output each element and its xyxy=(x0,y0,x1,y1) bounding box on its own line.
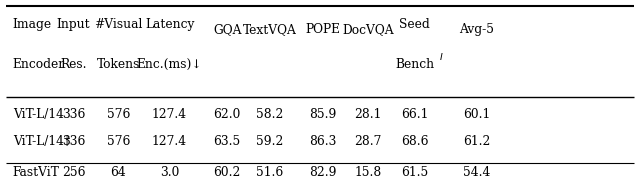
Text: 62.0: 62.0 xyxy=(214,108,241,121)
Text: Res.: Res. xyxy=(60,58,87,71)
Text: Image: Image xyxy=(13,18,52,31)
Text: 60.1: 60.1 xyxy=(463,108,490,121)
Text: GQA: GQA xyxy=(213,23,241,36)
Text: 336: 336 xyxy=(62,108,85,121)
Text: 127.4: 127.4 xyxy=(152,108,187,121)
Text: 336: 336 xyxy=(62,135,85,148)
Text: 28.7: 28.7 xyxy=(355,135,381,148)
Text: 82.9: 82.9 xyxy=(310,166,337,179)
Text: 59.2: 59.2 xyxy=(257,135,284,148)
Text: 3.0: 3.0 xyxy=(160,166,179,179)
Text: POPE: POPE xyxy=(306,23,340,36)
Text: 60.2: 60.2 xyxy=(214,166,241,179)
Text: 85.9: 85.9 xyxy=(310,108,337,121)
Text: 58.2: 58.2 xyxy=(257,108,284,121)
Text: FastViT: FastViT xyxy=(13,166,60,179)
Text: 127.4: 127.4 xyxy=(152,135,187,148)
Text: Bench: Bench xyxy=(395,58,435,71)
Text: Encoder: Encoder xyxy=(13,58,65,71)
Text: 64: 64 xyxy=(111,166,126,179)
Text: 61.5: 61.5 xyxy=(401,166,428,179)
Text: 15.8: 15.8 xyxy=(355,166,381,179)
Text: DocVQA: DocVQA xyxy=(342,23,394,36)
Text: 61.2: 61.2 xyxy=(463,135,490,148)
Text: 576: 576 xyxy=(107,108,130,121)
Text: Latency: Latency xyxy=(145,18,195,31)
Text: 63.5: 63.5 xyxy=(214,135,241,148)
Text: 54.4: 54.4 xyxy=(463,166,490,179)
Text: Seed: Seed xyxy=(399,18,430,31)
Text: Input: Input xyxy=(57,18,90,31)
Text: 68.6: 68.6 xyxy=(401,135,428,148)
Text: 51.6: 51.6 xyxy=(257,166,284,179)
Text: 576: 576 xyxy=(107,135,130,148)
Text: Avg-5: Avg-5 xyxy=(460,23,494,36)
Text: 28.1: 28.1 xyxy=(355,108,381,121)
Text: $\it{I}$: $\it{I}$ xyxy=(439,51,444,62)
Text: Tokens: Tokens xyxy=(97,58,140,71)
Text: ViT-L/14†: ViT-L/14† xyxy=(13,135,70,148)
Text: 66.1: 66.1 xyxy=(401,108,428,121)
Text: 256: 256 xyxy=(62,166,85,179)
Text: TextVQA: TextVQA xyxy=(243,23,297,36)
Text: ViT-L/14: ViT-L/14 xyxy=(13,108,64,121)
Text: #Visual: #Visual xyxy=(94,18,143,31)
Text: Enc.(ms)↓: Enc.(ms)↓ xyxy=(137,58,202,71)
Text: 86.3: 86.3 xyxy=(310,135,337,148)
